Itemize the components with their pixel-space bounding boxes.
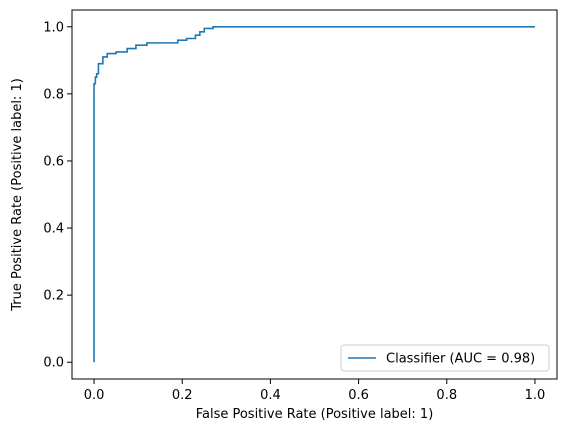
x-tick-label: 1.0 <box>525 388 546 403</box>
y-axis-ticks: 0.0 0.2 0.4 0.6 0.8 1.0 <box>43 20 72 371</box>
y-tick-label: 0.0 <box>43 356 64 371</box>
y-tick-label: 1.0 <box>43 20 64 35</box>
y-tick-label: 0.8 <box>43 87 64 102</box>
roc-curve-line-0 <box>93 25 535 363</box>
x-axis-label: False Positive Rate (Positive label: 1) <box>196 407 434 422</box>
x-tick-label: 0.2 <box>172 388 193 403</box>
y-tick-label: 0.2 <box>43 289 64 304</box>
x-tick-label: 0.6 <box>348 388 369 403</box>
x-tick-label: 0.0 <box>84 388 105 403</box>
legend-label-classifier: Classifier (AUC = 0.98) <box>386 352 535 367</box>
legend: Classifier (AUC = 0.98) <box>340 344 550 372</box>
x-axis-ticks: 0.0 0.2 0.4 0.6 0.8 1.0 <box>84 379 546 403</box>
series-layer <box>93 25 535 363</box>
plot-area-frame <box>71 9 558 380</box>
x-tick-label: 0.8 <box>436 388 457 403</box>
legend-box <box>340 344 550 372</box>
y-tick-label: 0.6 <box>43 154 64 169</box>
x-tick-label: 0.4 <box>260 388 281 403</box>
y-axis-label: True Positive Rate (Positive label: 1) <box>10 78 25 312</box>
y-tick-label: 0.4 <box>43 222 64 237</box>
